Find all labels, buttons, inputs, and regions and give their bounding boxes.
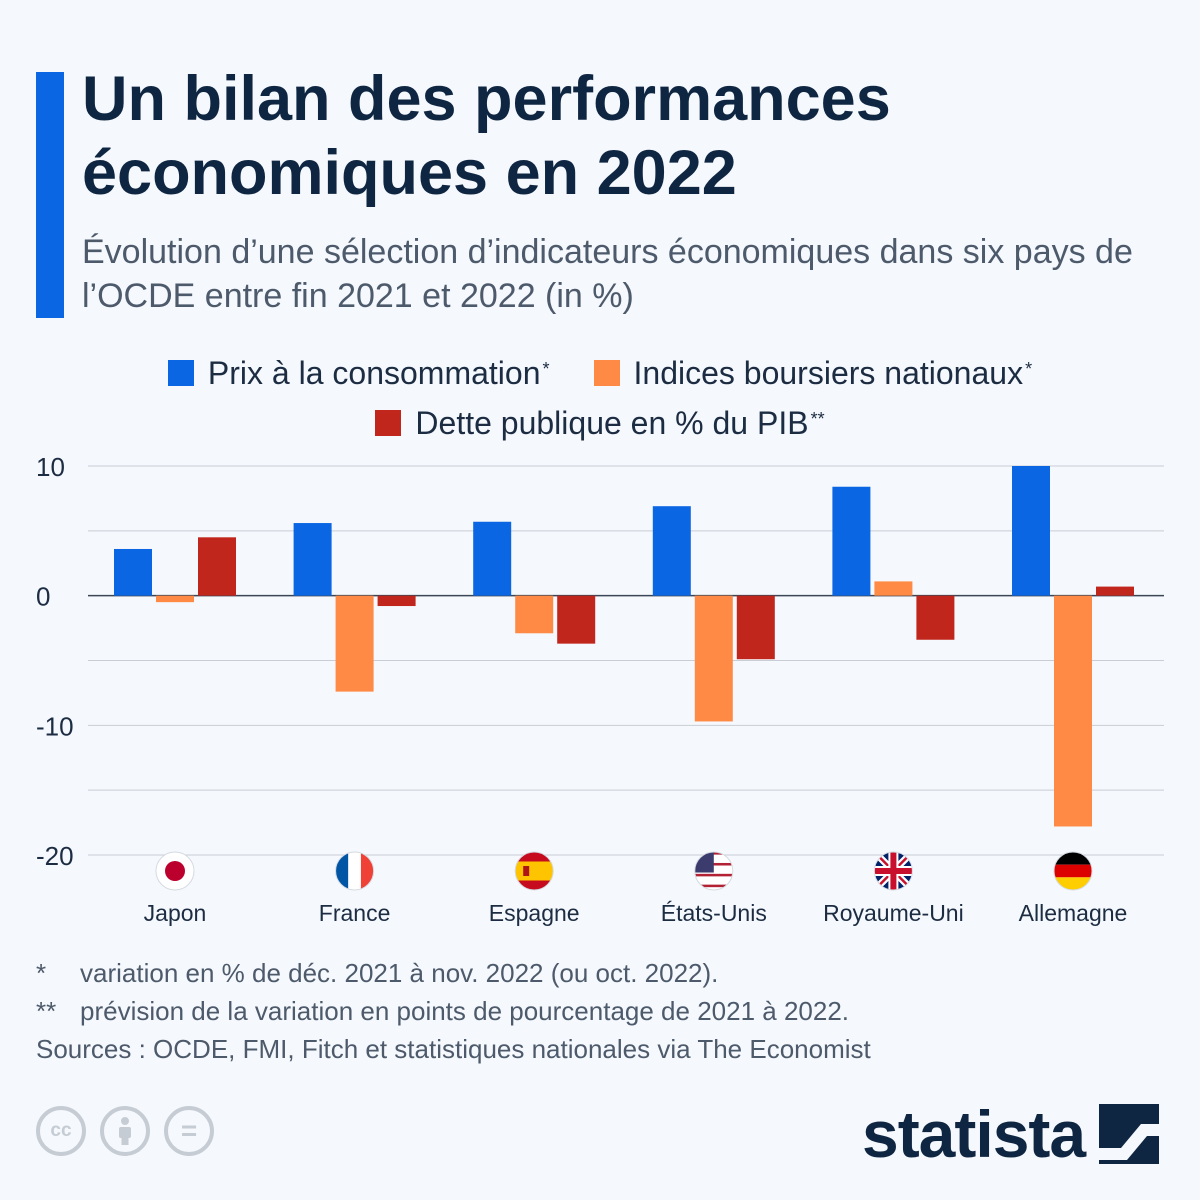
bar-dette: [377, 595, 416, 607]
legend: Prix à la consommation * Indices boursier…: [0, 348, 1200, 448]
bar-dette: [736, 595, 775, 660]
footnote-2: ** prévision de la variation en points de…: [36, 992, 1156, 1030]
bar-prix: [652, 506, 691, 596]
bar-prix: [293, 523, 332, 596]
y-tick-label: -10: [36, 711, 74, 741]
bar-dette: [557, 595, 596, 644]
bar-indices: [515, 595, 554, 634]
legend-item-indices: Indices boursiers nationaux *: [593, 354, 1033, 392]
title-accent-bar: [36, 72, 64, 318]
legend-mark-dette: **: [810, 408, 825, 429]
bar-prix: [114, 548, 152, 596]
y-tick-label: 0: [36, 582, 50, 612]
y-tick-label: 10: [36, 452, 65, 482]
legend-label-prix: Prix à la consommation: [207, 354, 541, 391]
x-tick-label: Espagne: [489, 900, 580, 926]
y-tick-label: -20: [36, 841, 74, 871]
bar-dette: [916, 595, 955, 640]
person-glyph-icon: [119, 1117, 131, 1145]
chart-title: Un bilan des performances économiques en…: [82, 64, 891, 208]
uk-flag-icon: [874, 852, 913, 890]
flag-border: [155, 851, 195, 891]
bar-prix: [832, 486, 871, 596]
legend-item-dette: Dette publique en % du PIB **: [375, 404, 825, 442]
license-icons: cc =: [36, 1106, 214, 1156]
footnote-1: * variation en % de déc. 2021 à nov. 2022…: [36, 954, 1156, 992]
legend-swatch-prix: [167, 360, 194, 386]
creative-commons-icon[interactable]: cc: [36, 1106, 86, 1156]
legend-mark-prix: *: [542, 358, 550, 379]
flag-border: [514, 851, 554, 891]
flag-border: [694, 851, 734, 891]
japan-flag-icon: [156, 852, 194, 890]
no-derivatives-icon[interactable]: =: [164, 1106, 214, 1156]
sources-text: Sources : OCDE, FMI, Fitch et statistiqu…: [36, 1034, 871, 1064]
bar-prix: [473, 521, 512, 596]
attribution-icon[interactable]: [100, 1106, 150, 1156]
x-tick-label: Royaume-Uni: [823, 900, 964, 926]
legend-swatch-indices: [593, 360, 620, 386]
france-flag-icon: [335, 852, 374, 890]
statista-logo[interactable]: statista: [862, 1094, 1160, 1174]
bar-prix: [1012, 466, 1050, 596]
x-tick-label: Japon: [144, 900, 207, 926]
legend-label-indices: Indices boursiers nationaux: [633, 354, 1024, 391]
footnotes: * variation en % de déc. 2021 à nov. 2022…: [36, 954, 1156, 1068]
bar-indices: [335, 595, 374, 692]
bar-chart: 10 0 -10 -20 Japon France Espagne États-Unis Roy…: [36, 452, 1164, 926]
bar-indices: [156, 595, 194, 603]
bar-indices: [874, 581, 913, 596]
legend-mark-indices: *: [1025, 358, 1033, 379]
chart-subtitle: Évolution d’une sélection d’indicateurs …: [82, 233, 1133, 315]
footnote-2-mark: **: [36, 996, 57, 1026]
flag-border: [335, 851, 375, 891]
legend-item-prix: Prix à la consommation *: [167, 354, 550, 392]
footnote-2-text: prévision de la variation en points de p…: [80, 996, 850, 1026]
flag-border: [873, 851, 913, 891]
bar-dette: [198, 537, 236, 596]
legend-label-dette: Dette publique en % du PIB: [415, 404, 809, 441]
spain-flag-icon: [515, 852, 554, 890]
footnote-1-text: variation en % de déc. 2021 à nov. 2022 …: [80, 958, 719, 988]
footnote-1-mark: *: [36, 958, 47, 988]
statista-mark-icon: [1099, 1104, 1160, 1164]
x-tick-label: France: [319, 900, 391, 926]
brand-wordmark: statista: [862, 1097, 1086, 1171]
bar-indices: [694, 595, 733, 722]
bar-dette: [1096, 586, 1134, 596]
bar-indices: [1054, 595, 1092, 827]
usa-flag-icon: [694, 852, 733, 890]
germany-flag-icon: [1054, 852, 1092, 890]
legend-swatch-dette: [375, 410, 402, 436]
flag-border: [1053, 851, 1093, 891]
x-tick-label: États-Unis: [661, 900, 767, 926]
x-tick-label: Allemagne: [1019, 900, 1128, 926]
